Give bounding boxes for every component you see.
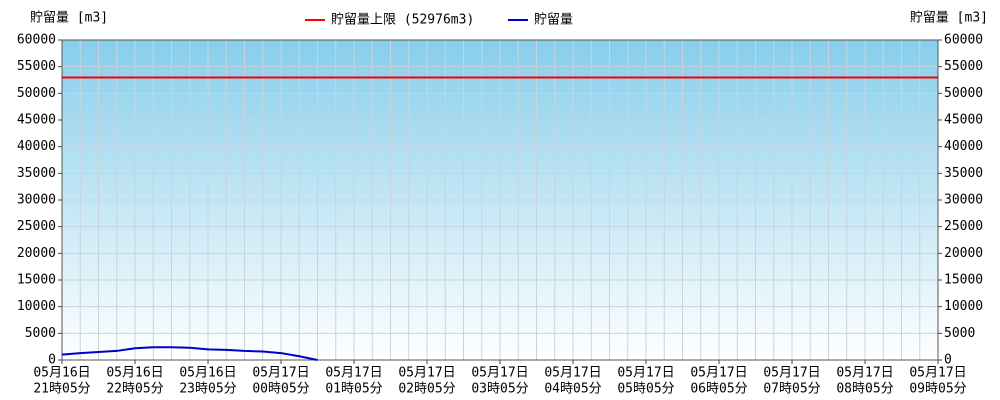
- y2-tick-label: 50000: [944, 86, 983, 101]
- x-tick-label: 05月17日: [763, 366, 820, 381]
- y2-tick-label: 0: [944, 353, 952, 368]
- y2-tick-label: 40000: [944, 139, 983, 154]
- y2-tick-label: 5000: [944, 326, 975, 341]
- legend-label: 貯留量: [534, 13, 573, 28]
- x-tick-label: 05月17日: [398, 366, 455, 381]
- x-tick-label: 00時05分: [252, 382, 309, 397]
- x-tick-label: 05月16日: [33, 366, 90, 381]
- x-tick-label: 04時05分: [544, 382, 601, 397]
- y2-tick-label: 60000: [944, 33, 983, 48]
- y2-axis-title: 貯留量 [m3]: [910, 11, 988, 26]
- y-tick-label: 30000: [17, 193, 56, 208]
- y-tick-label: 40000: [17, 139, 56, 154]
- x-tick-label: 09時05分: [909, 382, 966, 397]
- x-tick-label: 03時05分: [471, 382, 528, 397]
- y-tick-label: 20000: [17, 246, 56, 261]
- x-tick-label: 05月17日: [836, 366, 893, 381]
- x-tick-label: 02時05分: [398, 382, 455, 397]
- y2-tick-label: 30000: [944, 193, 983, 208]
- y2-tick-label: 25000: [944, 219, 983, 234]
- x-tick-label: 05月16日: [179, 366, 236, 381]
- x-tick-label: 01時05分: [325, 382, 382, 397]
- y-tick-label: 55000: [17, 59, 56, 74]
- x-tick-label: 05月17日: [471, 366, 528, 381]
- x-tick-label: 05月17日: [690, 366, 747, 381]
- x-tick-label: 08時05分: [836, 382, 893, 397]
- x-tick-label: 05月17日: [909, 366, 966, 381]
- x-tick-label: 05時05分: [617, 382, 674, 397]
- x-tick-label: 05月17日: [252, 366, 309, 381]
- x-tick-label: 05月17日: [544, 366, 601, 381]
- y-tick-label: 25000: [17, 219, 56, 234]
- y-tick-label: 50000: [17, 86, 56, 101]
- y2-tick-label: 10000: [944, 299, 983, 314]
- y-tick-label: 5000: [25, 326, 56, 341]
- x-tick-label: 22時05分: [106, 382, 163, 397]
- y-tick-label: 60000: [17, 33, 56, 48]
- y-axis-title: 貯留量 [m3]: [30, 11, 108, 26]
- series-line: [61, 346, 318, 361]
- x-tick-label: 21時05分: [33, 382, 90, 397]
- plot-border: [61, 39, 939, 361]
- legend-label: 貯留量上限 (52976m3): [331, 13, 474, 28]
- y2-tick-label: 45000: [944, 113, 983, 128]
- y-tick-label: 0: [48, 353, 56, 368]
- y-tick-label: 15000: [17, 273, 56, 288]
- y-tick-label: 10000: [17, 299, 56, 314]
- y2-tick-label: 15000: [944, 273, 983, 288]
- y2-tick-label: 20000: [944, 246, 983, 261]
- x-tick-label: 05月16日: [106, 366, 163, 381]
- x-tick-label: 05月17日: [617, 366, 674, 381]
- x-tick-label: 07時05分: [763, 382, 820, 397]
- x-tick-label: 06時05分: [690, 382, 747, 397]
- y2-tick-label: 35000: [944, 166, 983, 181]
- y-tick-label: 35000: [17, 166, 56, 181]
- x-tick-label: 05月17日: [325, 366, 382, 381]
- x-tick-label: 23時05分: [179, 382, 236, 397]
- y-tick-label: 45000: [17, 113, 56, 128]
- y2-tick-label: 55000: [944, 59, 983, 74]
